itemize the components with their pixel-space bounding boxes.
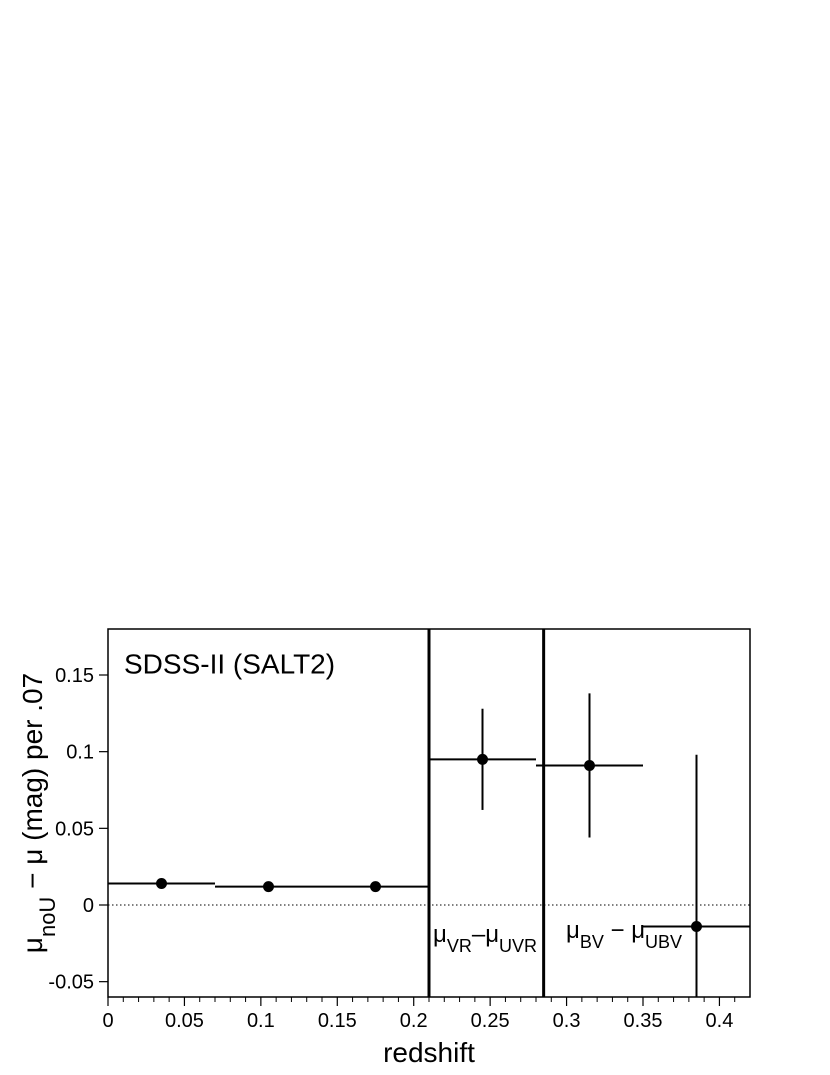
x-tick-label: 0.25 bbox=[471, 1010, 510, 1032]
x-tick-label: 0.15 bbox=[318, 1010, 357, 1032]
x-tick-label: 0.3 bbox=[553, 1010, 581, 1032]
y-axis-label: μnoU − μ (mag) per .07 bbox=[17, 673, 60, 953]
text-part: − μ (mag) per .07 bbox=[17, 673, 48, 897]
plot-area bbox=[108, 629, 750, 997]
x-tick-label: 0.35 bbox=[624, 1010, 663, 1032]
point bbox=[584, 759, 595, 771]
x-tick-label: 0.05 bbox=[165, 1010, 204, 1032]
point bbox=[156, 878, 167, 890]
point bbox=[691, 920, 702, 932]
text-part: μ bbox=[566, 917, 580, 944]
point bbox=[370, 881, 381, 893]
region-label: μVR–μUVR bbox=[433, 921, 537, 956]
y-tick-label: -0.05 bbox=[48, 972, 94, 994]
subscript: UVR bbox=[499, 936, 537, 956]
subscript: noU bbox=[35, 897, 60, 937]
x-tick-label: 0.4 bbox=[706, 1010, 734, 1032]
text-part: − μ bbox=[604, 917, 645, 944]
y-tick-label: 0 bbox=[83, 895, 94, 917]
subscript: VR bbox=[447, 936, 472, 956]
text-part: –μ bbox=[472, 921, 499, 948]
region-label: μBV − μUBV bbox=[566, 917, 682, 952]
annotation: SDSS-II (SALT2) bbox=[124, 648, 335, 679]
point bbox=[477, 753, 488, 765]
x-tick-label: 0.1 bbox=[247, 1010, 275, 1032]
x-tick-label: 0 bbox=[102, 1010, 113, 1032]
y-tick-label: 0.15 bbox=[55, 665, 94, 687]
text-part: μ bbox=[17, 937, 48, 953]
subscript: UBV bbox=[645, 932, 682, 952]
y-tick-label: 0.05 bbox=[55, 818, 94, 840]
subscript: BV bbox=[580, 932, 604, 952]
text-part: μ bbox=[433, 921, 447, 948]
y-tick-label: 0.1 bbox=[66, 742, 94, 764]
point bbox=[263, 881, 274, 893]
x-axis-label: redshift bbox=[383, 1037, 475, 1068]
x-tick-label: 0.2 bbox=[400, 1010, 428, 1032]
